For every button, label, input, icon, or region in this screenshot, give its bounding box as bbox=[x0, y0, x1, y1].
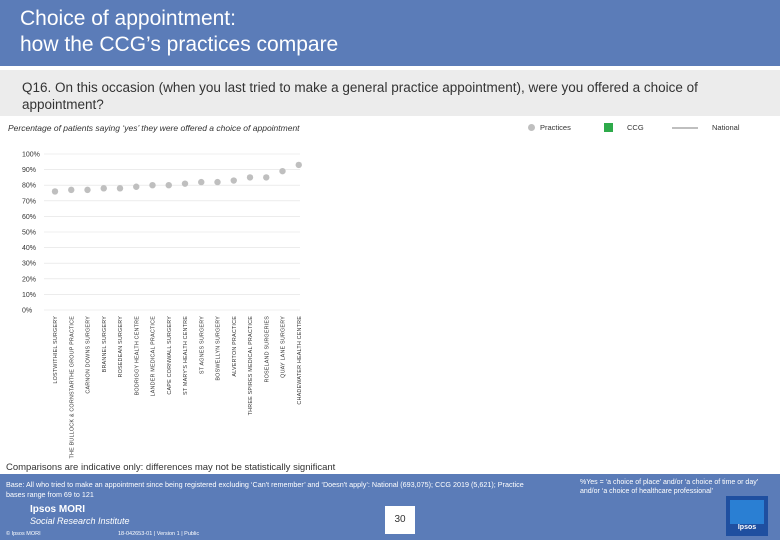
practice-point bbox=[214, 178, 221, 186]
y-tick-label: 30% bbox=[22, 261, 36, 268]
x-tick-label: LANDER MEDICAL PRACTICE bbox=[151, 316, 157, 397]
y-tick-label: 100% bbox=[22, 152, 40, 159]
y-tick-label: 80% bbox=[22, 183, 36, 190]
x-tick-label: THREE SPIRES MEDICAL PRACTICE bbox=[248, 316, 254, 416]
legend-practices-label: Practices bbox=[540, 123, 571, 132]
x-tick-label: ALVERTON PRACTICE bbox=[232, 316, 238, 377]
legend-ccg-label: CCG bbox=[627, 123, 644, 132]
header-banner: Choice of appointment: how the CCG’s pra… bbox=[0, 0, 780, 66]
practice-point bbox=[246, 174, 254, 181]
page-number: 30 bbox=[385, 506, 415, 534]
practice-point bbox=[181, 180, 189, 187]
badge-label: Ipsos bbox=[737, 524, 757, 531]
y-tick-label: 90% bbox=[22, 167, 36, 174]
x-tick-label: BOSWELLYN SURGERY bbox=[216, 316, 222, 381]
practice-point bbox=[230, 177, 237, 184]
practice-point bbox=[295, 161, 302, 169]
x-tick-label: ROSELAND SURGERIES bbox=[264, 316, 270, 383]
x-tick-label: LOSTWITHIEL SURGERY bbox=[53, 316, 59, 384]
ccg-square-icon bbox=[604, 123, 613, 132]
national-line-icon bbox=[672, 126, 698, 129]
logo-subtitle: Social Research Institute bbox=[30, 516, 130, 526]
x-tick-label: ST MARY'S HEALTH CENTRE bbox=[183, 316, 189, 395]
x-tick-label: CAPE CORNWALL SURGERY bbox=[167, 316, 173, 395]
y-tick-label: 0% bbox=[22, 308, 32, 315]
practice-point bbox=[198, 178, 205, 186]
page-title: Choice of appointment: how the CCG’s pra… bbox=[20, 7, 339, 56]
legend-practices: Practices bbox=[528, 123, 571, 132]
practice-point bbox=[116, 185, 124, 192]
ipsos-mori-logo: Ipsos MORI bbox=[30, 504, 86, 515]
x-tick-label: THE BULLOCK & CORNSTARTHE GROUP PRACTICE bbox=[69, 316, 75, 459]
legend-national-label: National bbox=[712, 123, 740, 132]
footer: Base: All who tried to make an appointme… bbox=[0, 474, 780, 540]
x-tick-label: CARNON DOWNS SURGERY bbox=[86, 316, 92, 394]
practice-point bbox=[100, 185, 107, 192]
y-tick-label: 10% bbox=[22, 292, 36, 299]
y-tick-label: 70% bbox=[22, 198, 36, 205]
practice-point bbox=[279, 167, 286, 175]
legend-ccg: CCG bbox=[604, 123, 644, 132]
base-note: Base: All who tried to make an appointme… bbox=[6, 480, 524, 499]
practice-point bbox=[51, 188, 59, 195]
legend-national: National bbox=[672, 123, 740, 132]
question-text: Q16. On this occasion (when you last tri… bbox=[22, 80, 698, 112]
practice-point bbox=[133, 183, 140, 190]
practice-point bbox=[68, 186, 75, 194]
disclaimer: Comparisons are indicative only: differe… bbox=[6, 462, 336, 473]
y-tick-label: 60% bbox=[22, 214, 36, 221]
question-box: Q16. On this occasion (when you last tri… bbox=[0, 70, 780, 116]
y-tick-label: 40% bbox=[22, 245, 36, 252]
x-tick-label: CHADEWATER HEALTH CENTRE bbox=[297, 316, 303, 405]
copyright: © Ipsos MORI bbox=[6, 531, 41, 537]
x-tick-label: ST AGNES SURGERY bbox=[199, 316, 205, 374]
x-tick-label: QUAY LANE SURGERY bbox=[281, 316, 287, 378]
job-reference: 18-042653-01 | Version 1 | Public bbox=[118, 531, 200, 537]
chart-subtitle: Percentage of patients saying ‘yes’ they… bbox=[8, 123, 300, 133]
chart: 0% 10% 20% 30% 40% 50% 60% 70% 80% 90% 100% LOSTWIT… bbox=[22, 152, 303, 459]
badge-inner-icon bbox=[730, 500, 764, 524]
ipsos-badge-icon: Ipsos bbox=[726, 496, 768, 536]
y-tick-label: 50% bbox=[22, 230, 36, 237]
practice-point bbox=[84, 186, 91, 194]
y-tick-label: 20% bbox=[22, 276, 36, 283]
practice-point bbox=[149, 182, 156, 189]
practice-point bbox=[263, 174, 270, 181]
practice-dot-icon bbox=[528, 124, 535, 131]
x-tick-label: ROSEDEAN SURGERY bbox=[118, 316, 124, 378]
definition-note: %Yes = ‘a choice of place’ and/or ‘a cho… bbox=[580, 479, 759, 495]
practice-point bbox=[165, 182, 172, 189]
x-tick-label: BODRIGGY HEALTH CENTRE bbox=[134, 316, 140, 396]
x-tick-label: BRANNEL SURGERY bbox=[102, 316, 108, 373]
